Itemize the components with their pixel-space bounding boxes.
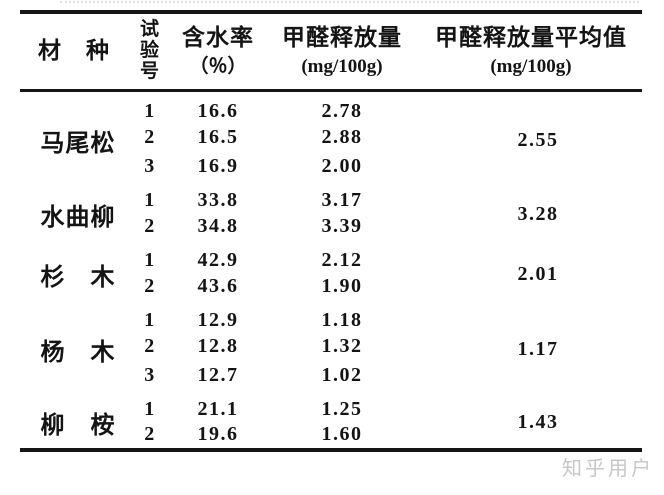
formaldehyde-data-table: 材 种 试验号 含水率 （％） 甲醛释放量 (mg/100g) 甲醛释放量平均值… — [20, 10, 642, 452]
average-value: 2.01 — [517, 263, 559, 285]
test-number: 2 — [144, 274, 156, 297]
moisture-value: 33.8 — [197, 188, 239, 211]
zhihu-user-watermark: 知乎用户 — [562, 458, 654, 480]
material-name: 柳 桉 — [40, 413, 116, 439]
average-value: 3.28 — [517, 203, 559, 225]
col-header-average-unit: (mg/100g) — [490, 56, 572, 78]
test-number: 2 — [144, 422, 156, 445]
col-header-test-no: 试验号 — [128, 12, 172, 90]
col-header-average-label: 甲醛释放量平均值 — [435, 24, 627, 50]
table-row: 3 12.7 1.02 — [20, 361, 642, 390]
average-value: 2.55 — [517, 128, 559, 151]
moisture-value: 43.6 — [197, 274, 239, 297]
release-value: 1.32 — [321, 334, 363, 357]
col-header-material-label: 材 种 — [38, 37, 110, 63]
test-number: 2 — [144, 125, 156, 148]
table-row: 3 16.9 2.00 — [20, 152, 642, 181]
table-row: 水曲柳 1 33.8 3.17 3.28 — [20, 181, 642, 232]
moisture-value: 19.6 — [197, 422, 239, 445]
table-row: 2 43.6 1.90 — [20, 272, 642, 301]
release-value: 1.90 — [321, 274, 363, 297]
material-group-masson-pine: 马尾松 1 16.6 2.78 2.55 2 16.5 2.88 3 16.9 … — [20, 90, 642, 181]
material-group-poplar: 杨 木 1 12.9 1.18 1.17 2 12.8 1.32 3 12.7 … — [20, 301, 642, 390]
average-value: 1.43 — [517, 411, 559, 433]
table-row: 2 12.8 1.32 — [20, 332, 642, 361]
moisture-value: 16.9 — [197, 154, 239, 177]
material-name: 杉 木 — [40, 265, 116, 291]
col-header-release-unit: (mg/100g) — [301, 56, 383, 78]
material-group-manchurian-ash: 水曲柳 1 33.8 3.17 3.28 2 34.8 3.39 — [20, 181, 642, 241]
material-group-fir: 杉 木 1 42.9 2.12 2.01 2 43.6 1.90 — [20, 241, 642, 301]
table-header: 材 种 试验号 含水率 （％） 甲醛释放量 (mg/100g) 甲醛释放量平均值… — [20, 12, 642, 90]
test-number: 1 — [144, 397, 156, 420]
release-value: 3.39 — [321, 214, 363, 237]
moisture-value: 16.6 — [197, 99, 239, 122]
table-row: 马尾松 1 16.6 2.78 2.55 — [20, 90, 642, 157]
release-value: 1.60 — [321, 422, 363, 445]
col-header-material: 材 种 — [20, 12, 128, 90]
header-row: 材 种 试验号 含水率 （％） 甲醛释放量 (mg/100g) 甲醛释放量平均值… — [20, 12, 642, 90]
col-header-average: 甲醛释放量平均值 (mg/100g) — [420, 12, 642, 90]
moisture-value: 12.9 — [197, 308, 239, 331]
col-header-release-label: 甲醛释放量 — [282, 24, 402, 50]
release-value: 1.02 — [321, 363, 363, 386]
table-row: 2 19.6 1.60 — [20, 421, 642, 450]
table-row: 2 34.8 3.39 — [20, 212, 642, 241]
moisture-value: 16.5 — [197, 125, 239, 148]
release-value: 2.12 — [321, 248, 363, 271]
release-value: 2.00 — [321, 154, 363, 177]
moisture-value: 12.7 — [197, 363, 239, 386]
release-value: 2.88 — [321, 125, 363, 148]
material-group-lauan: 柳 桉 1 21.1 1.25 1.43 2 19.6 1.60 — [20, 390, 642, 450]
test-number: 1 — [144, 99, 156, 122]
table-row: 杉 木 1 42.9 2.12 2.01 — [20, 241, 642, 292]
release-value: 3.17 — [321, 188, 363, 211]
table-row: 2 16.5 2.88 — [20, 123, 642, 152]
release-value: 2.78 — [321, 99, 363, 122]
scan-artifact-line — [60, 1, 639, 3]
col-header-release: 甲醛释放量 (mg/100g) — [264, 12, 420, 90]
moisture-value: 12.8 — [197, 334, 239, 357]
material-name: 杨 木 — [40, 339, 116, 366]
col-header-moisture-label: 含水率 — [182, 24, 254, 50]
average-value: 1.17 — [517, 337, 559, 360]
col-header-moisture-unit: （％） — [189, 56, 247, 78]
table-row: 杨 木 1 12.9 1.18 1.17 — [20, 301, 642, 366]
col-header-test-no-label: 试验号 — [139, 18, 160, 83]
test-number: 1 — [144, 308, 156, 331]
test-number: 2 — [144, 214, 156, 237]
table-row: 柳 桉 1 21.1 1.25 1.43 — [20, 390, 642, 440]
moisture-value: 21.1 — [197, 397, 239, 420]
release-value: 1.25 — [321, 397, 363, 420]
material-name: 水曲柳 — [40, 205, 116, 231]
test-number: 1 — [144, 248, 156, 271]
material-name: 马尾松 — [40, 130, 116, 157]
test-number: 2 — [144, 334, 156, 357]
moisture-value: 34.8 — [197, 214, 239, 237]
test-number: 1 — [144, 188, 156, 211]
test-number: 3 — [144, 154, 156, 177]
col-header-moisture: 含水率 （％） — [172, 12, 264, 90]
release-value: 1.18 — [321, 308, 363, 331]
test-number: 3 — [144, 363, 156, 386]
moisture-value: 42.9 — [197, 248, 239, 271]
